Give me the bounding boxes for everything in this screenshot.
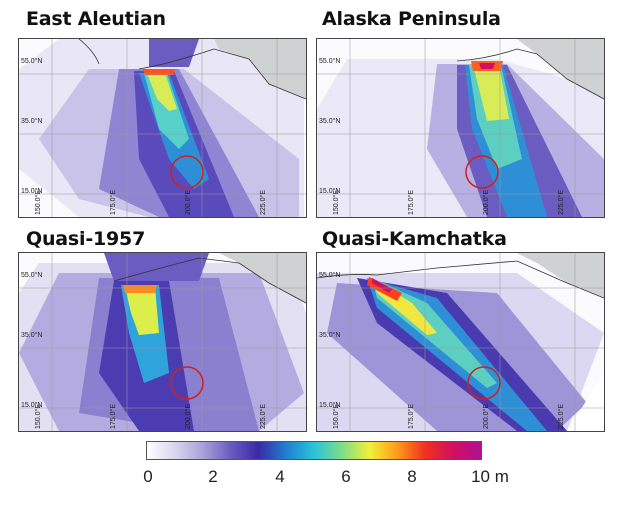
panel-title: East Aleutian <box>26 8 166 30</box>
lon-label: 200.0°E <box>483 404 490 429</box>
colorbar <box>146 441 482 460</box>
highlight-circle <box>467 366 501 400</box>
lon-label: 150.0°E <box>333 190 340 215</box>
lon-label: 225.0°E <box>260 404 267 429</box>
lat-label: 15.0°N <box>319 188 341 195</box>
colorbar-label: 2 <box>208 467 218 486</box>
lat-label: 15.0°N <box>21 402 43 409</box>
lon-label: 150.0°E <box>35 190 42 215</box>
lon-label: 150.0°E <box>333 404 340 429</box>
lon-label: 175.0°E <box>408 404 415 429</box>
lat-label: 35.0°N <box>21 332 43 339</box>
energy-map <box>19 39 306 217</box>
lat-label: 55.0°N <box>21 272 43 279</box>
map-quasi-1957: 55.0°N 35.0°N 15.0°N 150.0°E 175.0°E 200… <box>18 252 307 432</box>
highlight-circle <box>465 155 499 189</box>
colorbar-label: 0 <box>143 467 153 486</box>
lat-label: 55.0°N <box>319 272 341 279</box>
lon-label: 150.0°E <box>35 404 42 429</box>
colorbar-label: 8 <box>407 467 417 486</box>
lon-label: 200.0°E <box>185 404 192 429</box>
energy-map <box>317 253 604 431</box>
lat-label: 55.0°N <box>319 58 341 65</box>
lat-label: 15.0°N <box>319 402 341 409</box>
lat-label: 55.0°N <box>21 58 43 65</box>
lon-label: 175.0°E <box>408 190 415 215</box>
panel-title: Quasi-1957 <box>26 228 146 250</box>
lon-label: 200.0°E <box>185 190 192 215</box>
colorbar-label: 6 <box>341 467 351 486</box>
colorbar-label: 4 <box>275 467 285 486</box>
map-east-aleutian: 55.0°N 35.0°N 15.0°N 150.0°E 175.0°E 200… <box>18 38 307 218</box>
lat-label: 35.0°N <box>319 118 341 125</box>
lon-label: 225.0°E <box>260 190 267 215</box>
lon-label: 200.0°E <box>483 190 490 215</box>
energy-map <box>317 39 604 217</box>
lon-label: 175.0°E <box>110 190 117 215</box>
highlight-circle <box>170 366 204 400</box>
panel-title: Alaska Peninsula <box>322 8 501 30</box>
colorbar-label: 10 m <box>471 467 509 486</box>
lon-label: 175.0°E <box>110 404 117 429</box>
lat-label: 35.0°N <box>319 332 341 339</box>
energy-map <box>19 253 306 431</box>
lat-label: 15.0°N <box>21 188 43 195</box>
map-alaska-peninsula: 55.0°N 35.0°N 15.0°N 150.0°E 175.0°E 200… <box>316 38 605 218</box>
lat-label: 35.0°N <box>21 118 43 125</box>
lon-label: 225.0°E <box>558 190 565 215</box>
map-quasi-kamchatka: 55.0°N 35.0°N 15.0°N 150.0°E 175.0°E 200… <box>316 252 605 432</box>
panel-title: Quasi-Kamchatka <box>322 228 507 250</box>
lon-label: 225.0°E <box>558 404 565 429</box>
highlight-circle <box>170 155 204 189</box>
